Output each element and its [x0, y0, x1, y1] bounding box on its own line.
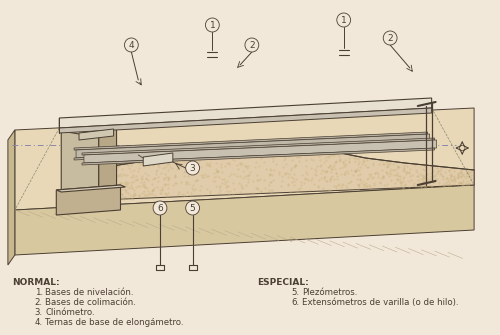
Polygon shape	[74, 142, 428, 160]
Circle shape	[245, 38, 259, 52]
Circle shape	[124, 38, 138, 52]
Text: Bases de nivelación.: Bases de nivelación.	[46, 288, 134, 297]
Text: Clinómetro.: Clinómetro.	[46, 308, 95, 317]
Text: 3.: 3.	[34, 308, 42, 317]
Text: NORMAL:: NORMAL:	[12, 278, 60, 287]
Circle shape	[186, 201, 200, 215]
Text: Bases de colimación.: Bases de colimación.	[46, 298, 136, 307]
Text: Ternas de base de elongámetro.: Ternas de base de elongámetro.	[46, 318, 184, 327]
Text: 1: 1	[341, 15, 346, 24]
Circle shape	[337, 13, 350, 27]
Text: 2: 2	[388, 34, 393, 43]
Polygon shape	[99, 143, 474, 200]
Text: 1: 1	[210, 20, 215, 29]
Polygon shape	[61, 123, 116, 134]
Text: 4: 4	[128, 41, 134, 50]
Text: 5.: 5.	[292, 288, 300, 297]
Polygon shape	[99, 123, 116, 205]
Polygon shape	[79, 129, 114, 140]
Text: 2: 2	[249, 41, 254, 50]
Polygon shape	[84, 140, 436, 163]
Polygon shape	[61, 123, 99, 210]
Text: 5: 5	[190, 203, 196, 212]
Text: Plezómetros.: Plezómetros.	[302, 288, 358, 297]
Circle shape	[206, 18, 220, 32]
Polygon shape	[76, 134, 430, 158]
Text: ESPECIAL:: ESPECIAL:	[257, 278, 308, 287]
Text: 4.: 4.	[34, 318, 42, 327]
Polygon shape	[82, 138, 434, 155]
Polygon shape	[74, 132, 428, 150]
Text: 6: 6	[157, 203, 163, 212]
Polygon shape	[56, 185, 126, 192]
Text: 3: 3	[190, 163, 196, 173]
Circle shape	[186, 161, 200, 175]
Polygon shape	[8, 130, 15, 265]
Text: 2.: 2.	[34, 298, 42, 307]
Text: 6.: 6.	[292, 298, 300, 307]
Text: Extensómetros de varilla (o de hilo).: Extensómetros de varilla (o de hilo).	[302, 298, 458, 307]
Polygon shape	[15, 108, 474, 210]
Polygon shape	[143, 153, 173, 166]
Circle shape	[153, 201, 167, 215]
Polygon shape	[60, 98, 432, 128]
Polygon shape	[15, 185, 474, 255]
Circle shape	[383, 31, 397, 45]
Polygon shape	[60, 108, 432, 133]
Polygon shape	[56, 185, 120, 215]
Text: 1.: 1.	[34, 288, 42, 297]
Polygon shape	[82, 148, 434, 165]
